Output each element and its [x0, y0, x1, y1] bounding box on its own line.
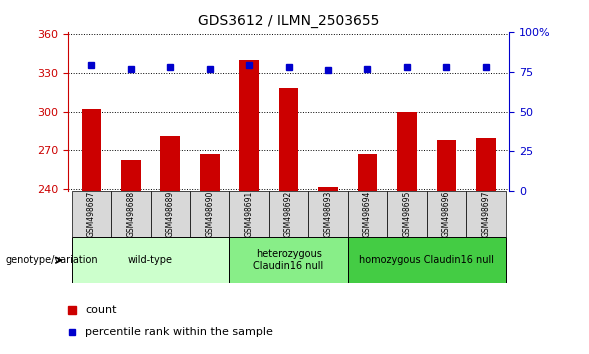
Text: percentile rank within the sample: percentile rank within the sample	[85, 327, 273, 337]
Bar	[239, 60, 259, 191]
Text: genotype/variation: genotype/variation	[6, 255, 98, 265]
Bar	[358, 154, 378, 191]
Text: heterozygous
Claudin16 null: heterozygous Claudin16 null	[253, 249, 324, 271]
Bar	[466, 191, 505, 237]
Text: GSM498692: GSM498692	[284, 191, 293, 237]
Bar	[348, 237, 505, 283]
Bar	[476, 138, 496, 191]
Bar	[269, 191, 308, 237]
Text: GSM498689: GSM498689	[166, 191, 175, 237]
Text: GSM498696: GSM498696	[442, 191, 451, 238]
Bar	[436, 140, 456, 191]
Bar	[397, 112, 417, 191]
Text: count: count	[85, 305, 117, 315]
Bar	[160, 136, 180, 191]
Bar	[200, 154, 220, 191]
Text: wild-type: wild-type	[128, 255, 173, 265]
Bar	[279, 88, 299, 191]
Text: GSM498688: GSM498688	[127, 191, 135, 237]
Text: GSM498687: GSM498687	[87, 191, 96, 237]
Text: GSM498691: GSM498691	[244, 191, 254, 237]
Bar	[190, 191, 230, 237]
Text: GSM498695: GSM498695	[402, 191, 412, 238]
Bar	[151, 191, 190, 237]
Text: GSM498697: GSM498697	[481, 191, 490, 238]
Bar	[426, 191, 466, 237]
Bar	[308, 191, 348, 237]
Text: GSM498694: GSM498694	[363, 191, 372, 238]
Bar	[348, 191, 387, 237]
Bar	[121, 160, 141, 191]
Bar	[72, 237, 230, 283]
Text: GSM498693: GSM498693	[323, 191, 333, 238]
Bar	[318, 187, 338, 191]
Bar	[230, 237, 348, 283]
Title: GDS3612 / ILMN_2503655: GDS3612 / ILMN_2503655	[198, 14, 379, 28]
Bar	[230, 191, 269, 237]
Bar	[72, 191, 111, 237]
Text: GSM498690: GSM498690	[205, 191, 214, 238]
Bar	[387, 191, 426, 237]
Bar	[81, 109, 101, 191]
Text: homozygous Claudin16 null: homozygous Claudin16 null	[359, 255, 494, 265]
Bar	[111, 191, 151, 237]
